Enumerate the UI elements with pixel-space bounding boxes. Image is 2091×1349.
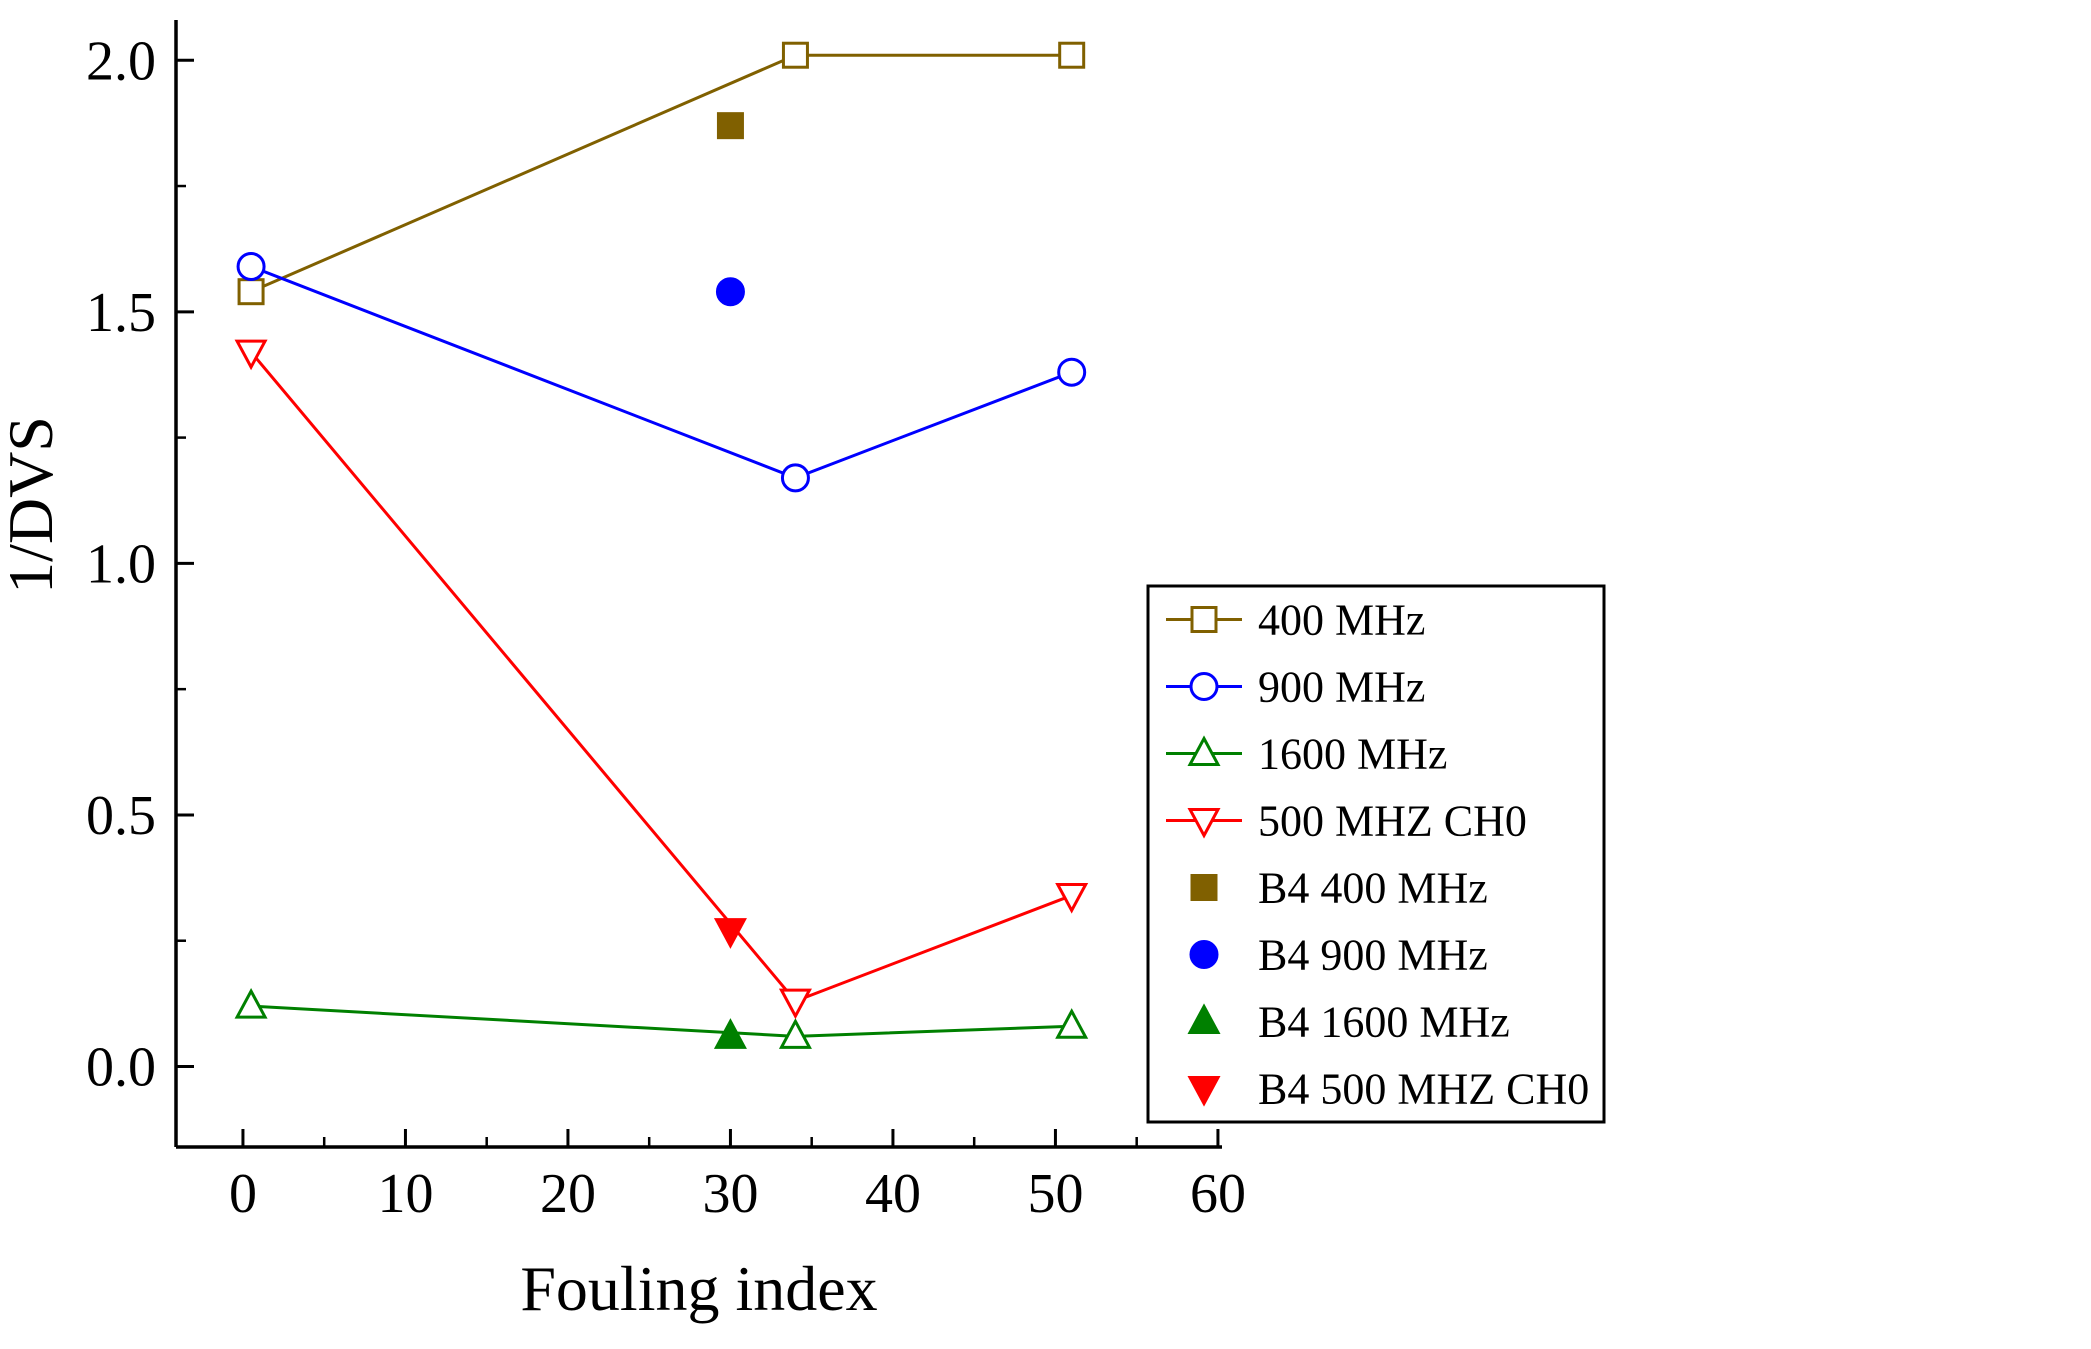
legend-box bbox=[1146, 584, 1606, 1124]
series-line bbox=[250, 53, 1072, 294]
legend-marker-square bbox=[1190, 606, 1218, 633]
x-tick-label: 30 bbox=[702, 1163, 758, 1225]
data-point-square bbox=[1058, 41, 1086, 69]
data-point-triangle-down bbox=[234, 339, 268, 371]
data-point-circle bbox=[1057, 357, 1087, 387]
data-point-circle bbox=[236, 252, 266, 282]
legend-label: B4 900 MHz bbox=[1258, 931, 1488, 980]
legend-marker-triangle-down bbox=[1187, 1076, 1221, 1107]
legend-item: 500 MHZ CH0 bbox=[1166, 797, 1527, 846]
x-tick-label: 10 bbox=[377, 1163, 433, 1225]
legend-item: B4 400 MHz bbox=[1190, 864, 1488, 913]
legend-label: 400 MHz bbox=[1258, 596, 1425, 645]
legend-label: B4 500 MHZ CH0 bbox=[1258, 1065, 1589, 1114]
legend-item: 400 MHz bbox=[1166, 596, 1425, 645]
y-tick-label: 1.5 bbox=[86, 282, 156, 344]
legend-item: 900 MHz bbox=[1166, 663, 1425, 712]
data-point-circle bbox=[715, 277, 745, 307]
legend-marker-circle bbox=[1189, 672, 1219, 701]
data-point-triangle-down bbox=[713, 918, 747, 949]
legend-marker-triangle-up bbox=[1187, 735, 1221, 766]
y-axis-title: 1/DVS bbox=[0, 416, 66, 594]
legend-label: 500 MHZ CH0 bbox=[1258, 797, 1527, 846]
legend-label: B4 400 MHz bbox=[1258, 864, 1488, 913]
data-point-triangle-down bbox=[778, 988, 812, 1020]
data-point-triangle-up bbox=[778, 1018, 812, 1049]
data-point-square bbox=[716, 112, 744, 140]
data-point-triangle-up bbox=[713, 1018, 747, 1049]
legend-item: B4 900 MHz bbox=[1189, 931, 1488, 980]
plot-area: 0 10 20 30 40 50 60 0.0 0.5 1.0 1.5 2.0 400 MHz 900 M… bbox=[86, 20, 1606, 1225]
data-point-circle bbox=[780, 463, 810, 493]
data-point-square bbox=[781, 41, 809, 69]
x-tick-label: 0 bbox=[229, 1163, 257, 1225]
series-line bbox=[250, 1004, 1072, 1038]
legend-item: 1600 MHz bbox=[1166, 730, 1447, 779]
legend-label: 1600 MHz bbox=[1258, 730, 1447, 779]
x-tick-label: 50 bbox=[1027, 1163, 1083, 1225]
data-point-triangle-up bbox=[1055, 1008, 1089, 1039]
legend-marker-square bbox=[1190, 874, 1218, 901]
y-tick-label: 1.0 bbox=[86, 533, 156, 595]
data-point-triangle-down bbox=[1055, 882, 1089, 914]
x-axis-title: Fouling index bbox=[520, 1253, 877, 1324]
y-tick-label: 0.5 bbox=[86, 785, 156, 847]
series-line bbox=[250, 265, 1073, 480]
x-tick-label: 40 bbox=[865, 1163, 921, 1225]
data-point-square bbox=[237, 278, 265, 306]
data-point-triangle-up bbox=[234, 987, 268, 1019]
legend-item: B4 1600 MHz bbox=[1187, 998, 1510, 1047]
y-tick-label: 2.0 bbox=[86, 30, 156, 92]
legend-label: B4 1600 MHz bbox=[1258, 998, 1510, 1047]
legend-marker-circle bbox=[1189, 940, 1219, 969]
y-tick-label: 0.0 bbox=[86, 1037, 156, 1099]
series-line bbox=[249, 351, 1073, 1003]
x-tick-label: 20 bbox=[540, 1163, 596, 1225]
x-tick-label: 60 bbox=[1190, 1163, 1246, 1225]
legend-marker-triangle-down bbox=[1187, 808, 1221, 839]
legend-marker-triangle-up bbox=[1187, 1003, 1221, 1034]
legend-item: B4 500 MHZ CH0 bbox=[1187, 1065, 1589, 1114]
legend-label: 900 MHz bbox=[1258, 663, 1425, 712]
